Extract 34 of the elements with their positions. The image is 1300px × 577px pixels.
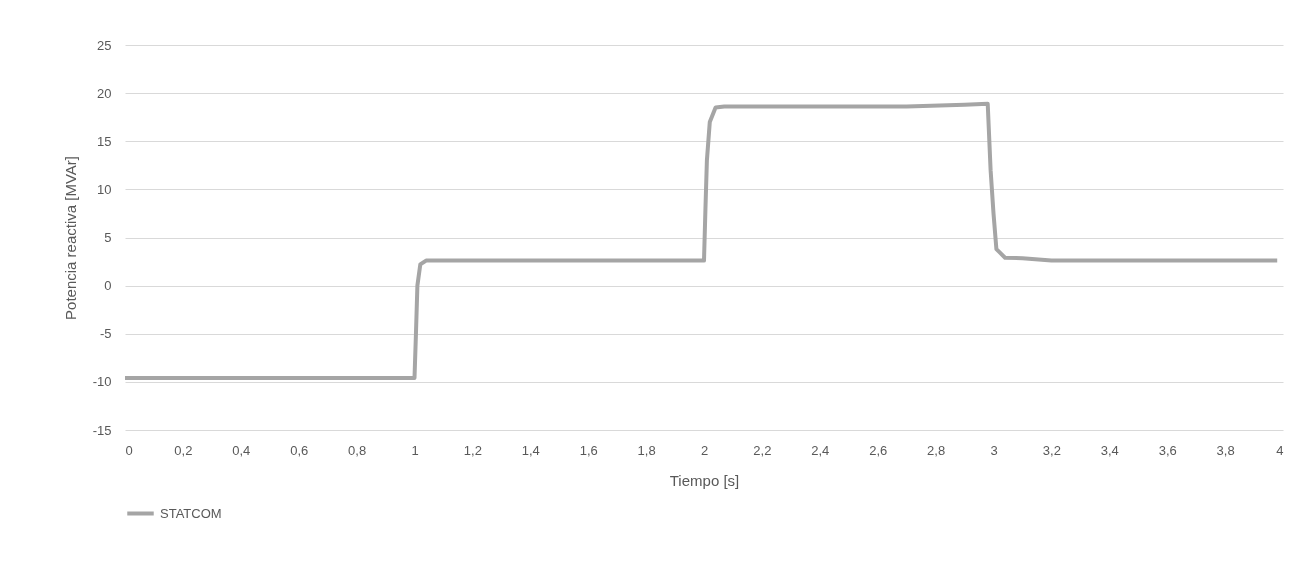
x-tick-label: 1 (411, 442, 419, 458)
x-tick-label: 3,4 (1100, 442, 1119, 458)
x-tick-label: 3 (990, 442, 998, 458)
x-tick-label: 2,2 (753, 442, 772, 458)
x-tick-label: 1,6 (579, 442, 598, 458)
x-tick-label: 3,6 (1158, 442, 1177, 458)
x-tick-label: 3,2 (1042, 442, 1061, 458)
x-tick-label: 2 (700, 442, 709, 458)
x-axis-title: Tiempo [s] (669, 471, 740, 489)
y-tick-label: -15 (92, 422, 112, 438)
x-tick-label: 0,4 (232, 442, 251, 458)
x-tick-label: 2,4 (811, 442, 830, 458)
x-tick-label: 1,4 (521, 442, 540, 458)
y-tick-label: 15 (97, 133, 112, 149)
y-tick-label: 0 (104, 278, 112, 294)
x-tick-label: 3,8 (1216, 442, 1235, 458)
y-axis-title: Potencia reactiva [MVAr] (61, 156, 79, 320)
y-tick-label: 25 (97, 37, 112, 53)
legend-label: STATCOM (160, 505, 222, 521)
x-tick-label: 1,8 (637, 442, 656, 458)
y-tick-label: 5 (104, 230, 112, 245)
line-series (123, 101, 1280, 381)
x-tick-label: 0,6 (290, 442, 309, 458)
y-tick-label: 20 (97, 85, 112, 101)
x-tick-label: 0,8 (348, 442, 367, 458)
x-tick-label: 4 (1276, 442, 1284, 458)
x-tick-label: 2,8 (927, 442, 946, 458)
x-tick-label: 0 (125, 442, 133, 458)
y-tick-label: -10 (92, 374, 112, 390)
x-tick-label: 2,6 (869, 442, 888, 458)
x-tick-label: 0,2 (174, 442, 193, 458)
y-tick-label: -5 (99, 326, 112, 342)
y-tick-label: 10 (97, 181, 112, 197)
x-tick-label: 1,2 (463, 442, 482, 458)
